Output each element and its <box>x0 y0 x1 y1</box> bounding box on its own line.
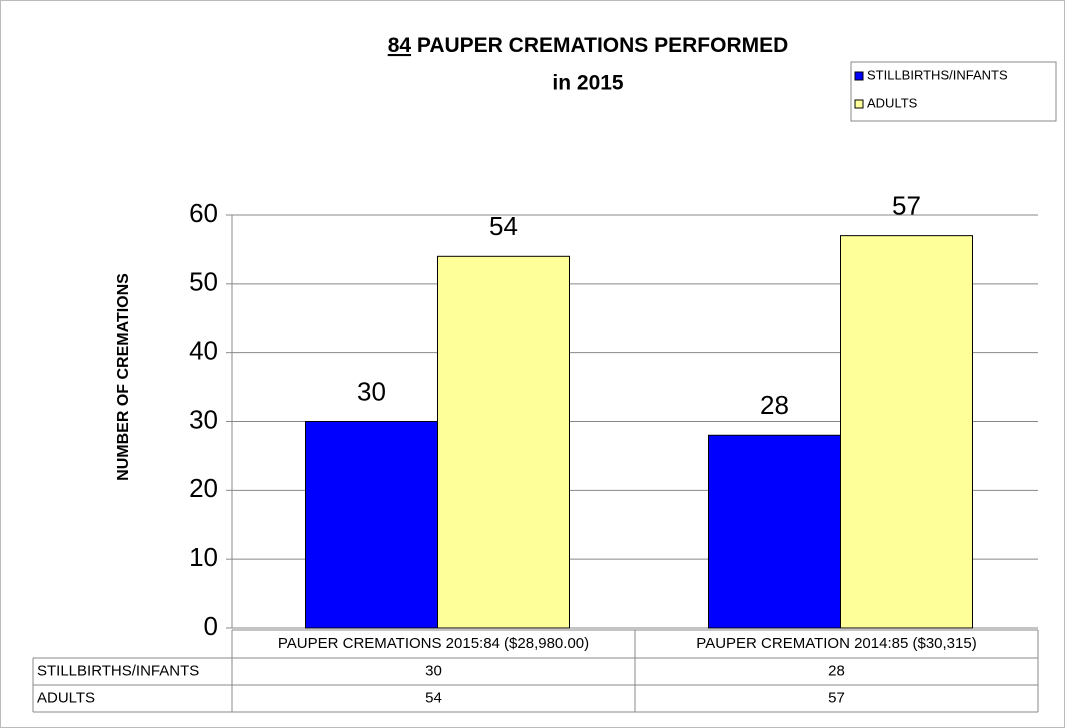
y-tick-label: 30 <box>189 404 218 434</box>
y-tick-label: 60 <box>189 198 218 228</box>
chart-title: 84 PAUPER CREMATIONS PERFORMED <box>388 34 789 57</box>
bar <box>708 434 841 629</box>
y-axis-label: NUMBER OF CREMATIONS <box>115 273 132 481</box>
y-tick-label: 50 <box>189 267 218 297</box>
y-tick-label: 40 <box>189 336 218 366</box>
table-row-label: STILLBIRTHS/INFANTS <box>37 662 199 679</box>
table-value: 30 <box>425 662 442 679</box>
y-tick-label: 10 <box>189 542 218 572</box>
data-label: 54 <box>489 211 518 241</box>
table-value: 57 <box>828 689 845 706</box>
table-value: 54 <box>425 689 442 706</box>
legend-swatch <box>854 99 864 109</box>
data-label: 28 <box>760 390 789 420</box>
legend-box <box>850 61 1057 122</box>
bar <box>840 235 973 629</box>
title-number: 84 <box>388 34 412 57</box>
legend-label: ADULTS <box>867 95 918 110</box>
x-tick-label: PAUPER CREMATIONS 2015:84 ($28,980.00) <box>278 635 589 652</box>
y-tick-label: 20 <box>189 473 218 503</box>
title-text: PAUPER CREMATIONS PERFORMED <box>417 34 788 57</box>
bar <box>305 421 438 629</box>
table-row-label: ADULTS <box>37 689 95 706</box>
y-tick-label: 0 <box>204 611 218 641</box>
table-value: 28 <box>828 662 845 679</box>
data-label: 57 <box>892 191 921 221</box>
data-label: 30 <box>357 376 386 406</box>
legend-swatch <box>854 71 864 81</box>
chart-subtitle: in 2015 <box>552 72 624 95</box>
legend-label: STILLBIRTHS/INFANTS <box>867 67 1008 82</box>
x-tick-label: PAUPER CREMATION 2014:85 ($30,315) <box>696 635 976 652</box>
bar <box>437 255 570 629</box>
